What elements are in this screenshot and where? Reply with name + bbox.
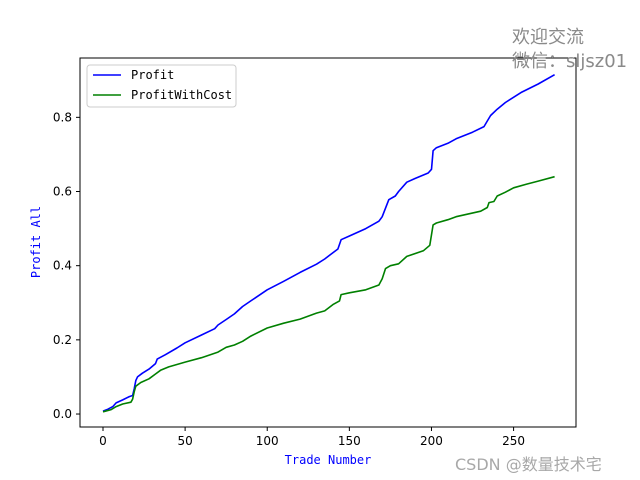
- y-tick-label: 0.4: [53, 259, 72, 273]
- series-layer: [102, 74, 555, 413]
- x-tick-label: 150: [338, 434, 361, 448]
- y-tick-label: 0.2: [53, 333, 72, 347]
- x-tick-label: 250: [502, 434, 525, 448]
- x-tick-label: 0: [99, 434, 107, 448]
- legend: Profit ProfitWithCost: [86, 64, 237, 108]
- watermark-csdn: CSDN @数量技术宅: [455, 455, 602, 474]
- y-tick-label: 0.6: [53, 185, 72, 199]
- y-tick-label: 0.8: [53, 110, 72, 124]
- x-axis-ticks: 0 50 100 150 200 250: [99, 427, 525, 448]
- x-axis-label: Trade Number: [285, 453, 372, 467]
- series-line-profitwithcost: [102, 175, 555, 413]
- series-line-profit: [102, 74, 555, 412]
- watermark-contact: 欢迎交流 微信：sljsz01: [512, 26, 627, 74]
- watermark-line-1: 欢迎交流: [512, 27, 584, 48]
- x-tick-label: 200: [420, 434, 443, 448]
- legend-label-profit: Profit: [131, 68, 174, 82]
- watermark-line-2: 微信：sljsz01: [512, 51, 628, 72]
- x-tick-label: 50: [177, 434, 192, 448]
- y-axis-label: Profit All: [29, 206, 43, 278]
- y-tick-label: 0.0: [53, 407, 72, 421]
- plot-area: [79, 57, 577, 428]
- y-axis-ticks: 0.0 0.2 0.4 0.6 0.8: [53, 110, 80, 421]
- legend-box: [86, 64, 237, 108]
- legend-label-profitwithcost: ProfitWithCost: [131, 88, 232, 102]
- x-tick-label: 100: [256, 434, 279, 448]
